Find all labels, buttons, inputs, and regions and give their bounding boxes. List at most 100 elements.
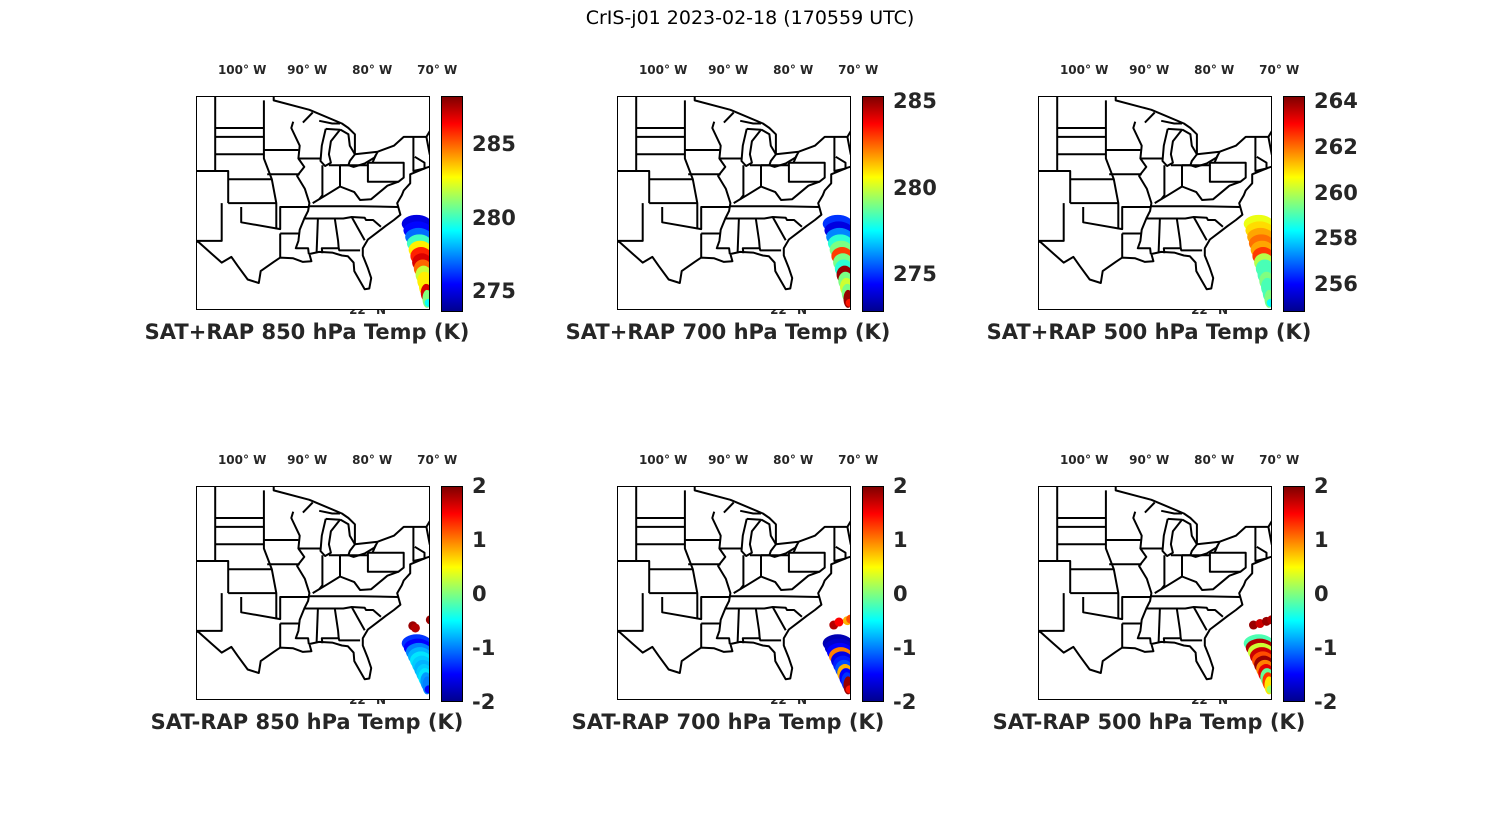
state-border [318, 165, 324, 200]
colorbar-tick-label: 2 [893, 474, 908, 498]
state-border [833, 136, 847, 172]
state-border [1082, 596, 1151, 621]
state-border [1160, 119, 1182, 125]
longitude-label: 90° W [287, 63, 328, 77]
state-border [740, 517, 762, 557]
state-border [308, 205, 398, 208]
map-panel: 100° W90° W80° W70° W48° N46° N44° N42° … [151, 453, 696, 786]
state-border [1114, 97, 1271, 156]
state-border [1114, 487, 1271, 546]
state-border [787, 161, 826, 183]
map-axes [617, 96, 851, 310]
state-border [366, 161, 405, 183]
us-state-map [197, 97, 429, 308]
state-border [366, 551, 405, 573]
colorbar-tick-label: 2 [472, 474, 487, 498]
state-border [290, 121, 311, 255]
state-border [1144, 501, 1156, 514]
longitude-label: 100° W [1059, 453, 1109, 467]
longitude-label: 90° W [1129, 63, 1170, 77]
state-border [711, 511, 732, 645]
state-border [711, 121, 732, 255]
longitude-label: 80° W [352, 453, 393, 467]
state-border [723, 501, 735, 514]
state-border [1039, 555, 1271, 681]
state-border [350, 606, 366, 631]
colorbar-tick-label: 285 [472, 132, 516, 157]
observation-point [1267, 615, 1271, 625]
colorbar-tick-label: 264 [1314, 88, 1358, 113]
state-border [736, 218, 740, 253]
state-border [1082, 206, 1151, 231]
state-border [319, 127, 341, 167]
state-border [618, 203, 644, 242]
state-border [1192, 606, 1208, 631]
colorbar-tick-label: 275 [472, 279, 516, 304]
us-state-map [618, 487, 850, 695]
state-border [197, 165, 429, 291]
state-border [1160, 165, 1166, 200]
state-border [1192, 216, 1208, 241]
state-border [315, 218, 319, 253]
swath-observation [1266, 298, 1271, 307]
map-panel: 100° W90° W80° W70° W48° N46° N44° N42° … [572, 453, 1117, 786]
figure-title: CrIS-j01 2023-02-18 (170559 UTC) [585, 7, 915, 29]
state-border [725, 216, 803, 228]
colorbar-tick-label: 258 [1314, 226, 1358, 251]
state-border [348, 541, 379, 558]
map-axes [196, 486, 430, 700]
state-border [1170, 518, 1198, 557]
us-state-map [197, 487, 429, 695]
state-border [683, 490, 699, 620]
colorbar [862, 486, 884, 702]
swath-observation [1266, 685, 1271, 694]
state-border [315, 608, 319, 643]
state-border [312, 180, 399, 204]
colorbar-tick-label: 1 [893, 528, 908, 552]
state-border [318, 555, 324, 590]
colorbar-tick-label: -2 [472, 690, 496, 714]
colorbar-tick-label: -1 [893, 636, 917, 660]
state-border [272, 487, 429, 546]
colorbar [1283, 96, 1305, 312]
state-border [1254, 136, 1268, 172]
state-border [302, 111, 314, 124]
colorbar-tick-label: -1 [472, 636, 496, 660]
panel-title: SAT-RAP 850 hPa Temp (K) [150, 710, 464, 734]
state-border [618, 593, 644, 632]
state-border [197, 203, 223, 242]
longitude-label: 100° W [217, 453, 267, 467]
panel-title: SAT+RAP 700 hPa Temp (K) [565, 320, 891, 344]
state-border [312, 570, 399, 594]
state-border [749, 518, 777, 557]
state-border [1132, 121, 1153, 255]
colorbar-tick-label: 280 [893, 175, 937, 200]
state-border [262, 100, 278, 230]
longitude-label: 90° W [1129, 453, 1170, 467]
swath-observation [845, 298, 850, 307]
state-border [733, 570, 820, 594]
state-border [771, 216, 787, 241]
longitude-label: 70° W [838, 63, 879, 77]
state-border [308, 595, 398, 598]
colorbar-tick-label: 275 [893, 261, 937, 286]
state-border [758, 637, 782, 642]
observation-point [425, 615, 429, 625]
state-border [197, 560, 230, 594]
state-border [723, 111, 735, 124]
state-border [1190, 151, 1221, 168]
state-border [290, 511, 311, 645]
longitude-label: 70° W [417, 63, 458, 77]
state-border [618, 555, 850, 681]
state-border [693, 487, 850, 546]
state-border [1154, 570, 1241, 594]
state-border [328, 518, 356, 557]
longitude-label: 100° W [1059, 63, 1109, 77]
state-border [318, 509, 340, 515]
state-border [328, 128, 356, 167]
observation-point [410, 623, 420, 633]
state-border [304, 606, 382, 618]
state-border [412, 136, 426, 172]
longitude-label: 100° W [217, 63, 267, 77]
state-border [749, 128, 777, 167]
